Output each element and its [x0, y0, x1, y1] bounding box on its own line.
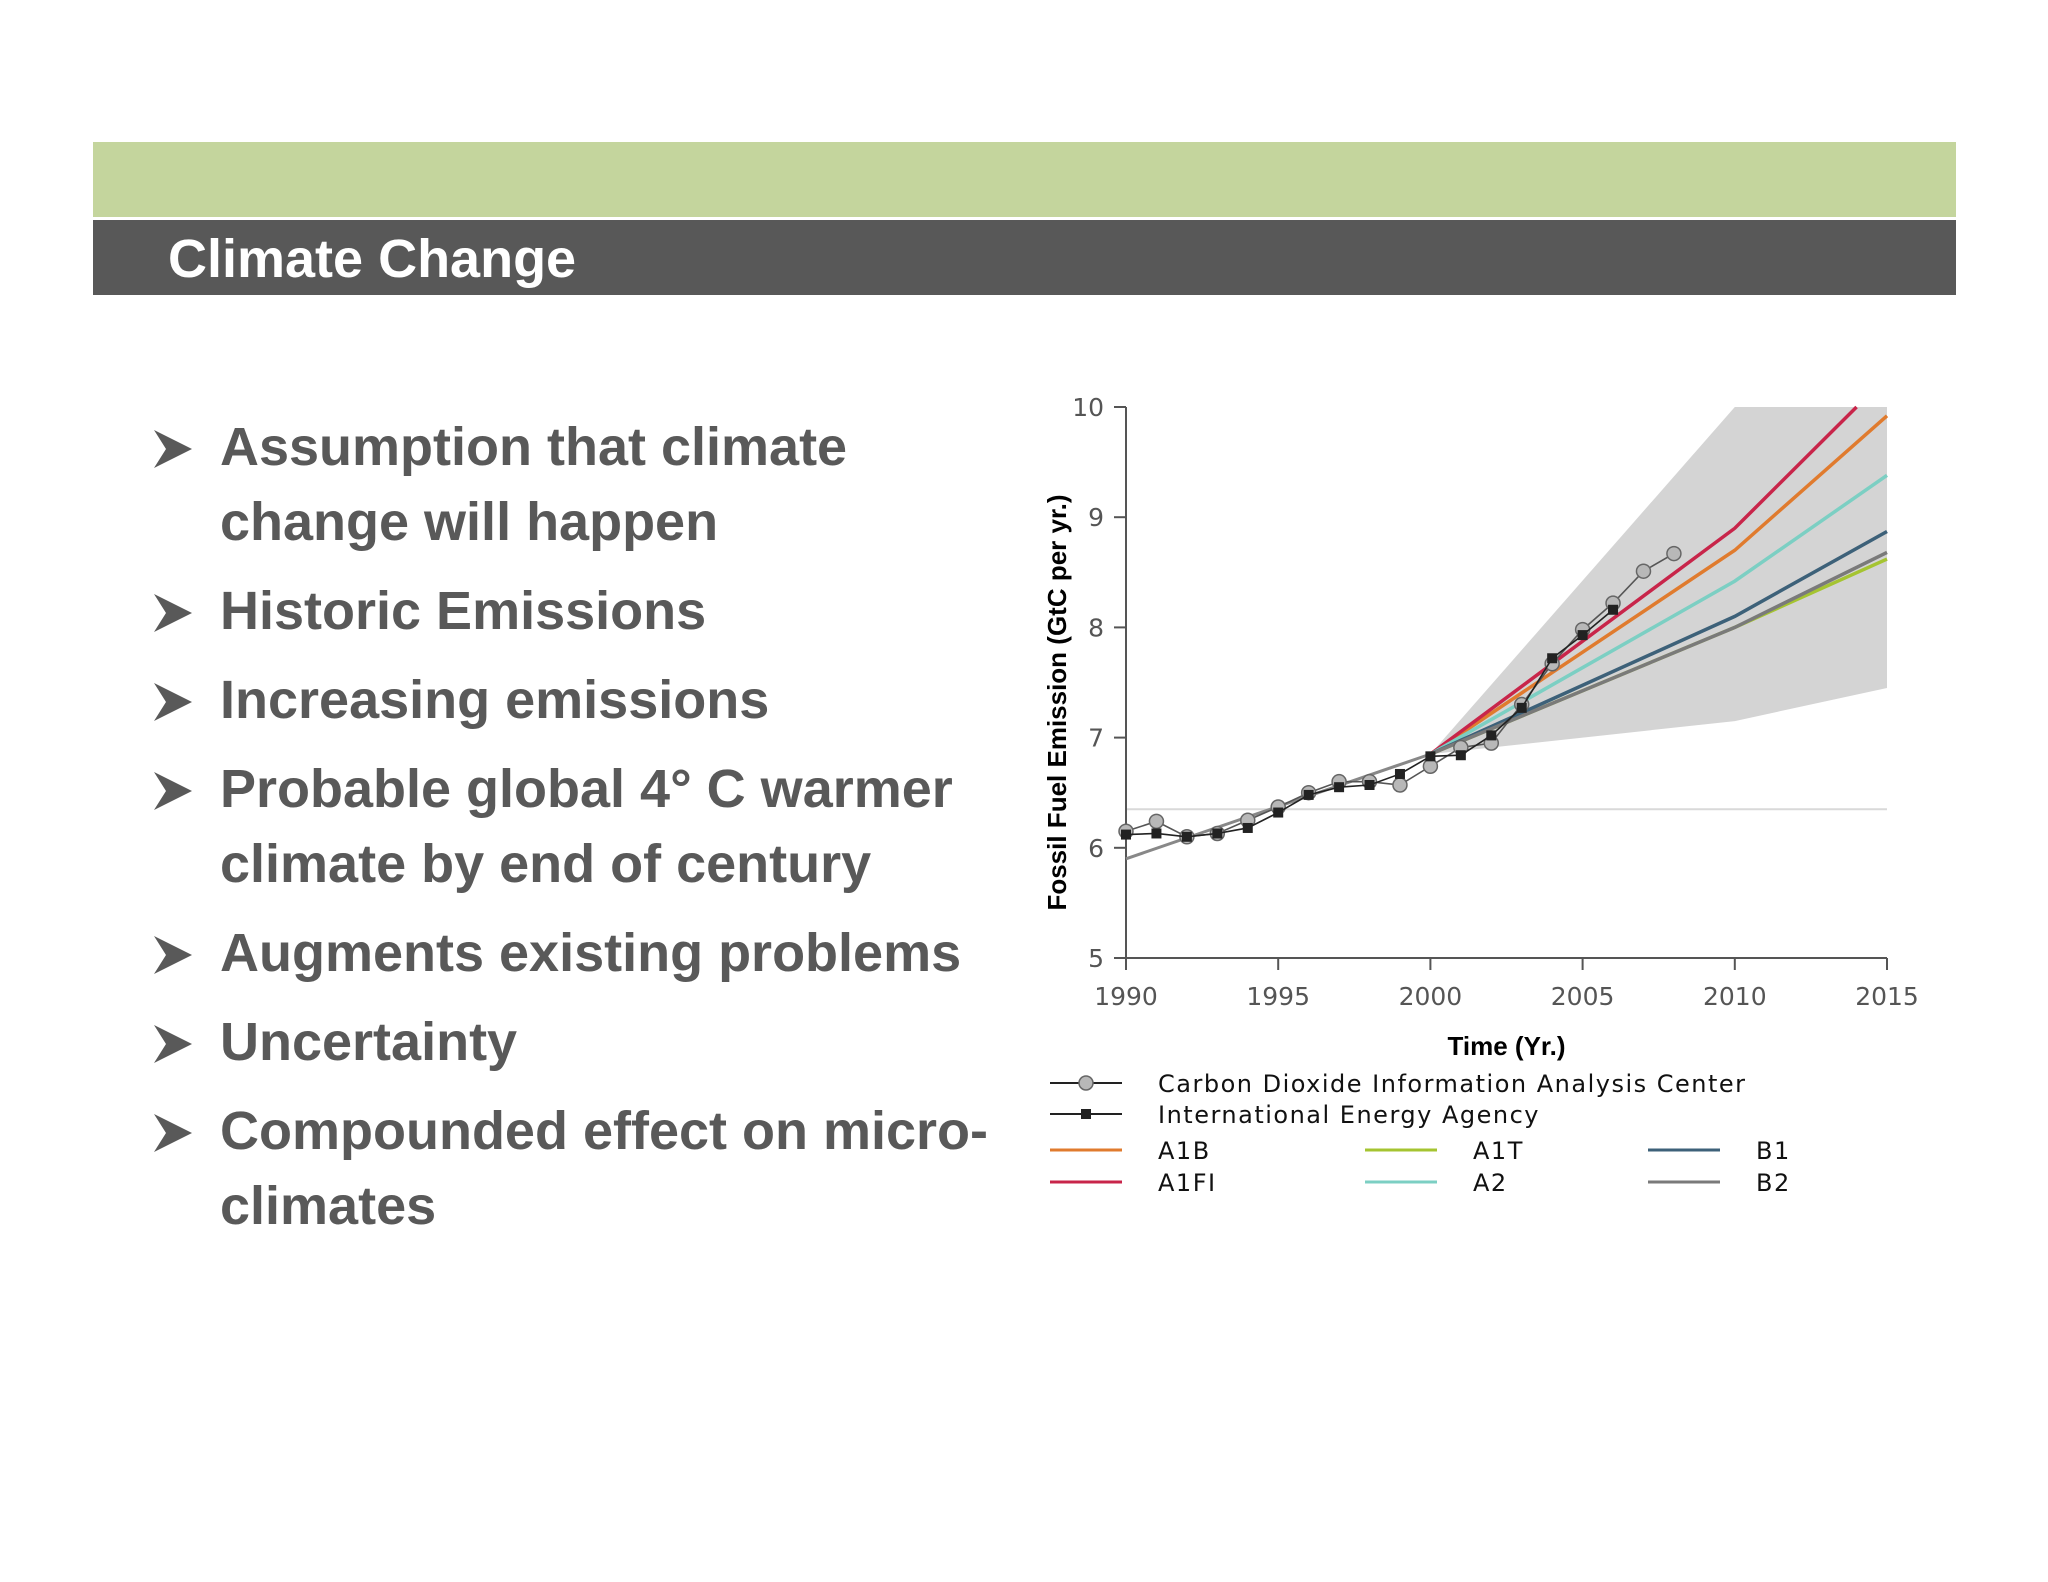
- y-tick-label: 10: [1072, 393, 1104, 422]
- data-point-square: [1151, 828, 1162, 839]
- bullet-item: Uncertainty: [148, 1005, 988, 1080]
- legend-label-a2: A2: [1473, 1169, 1508, 1197]
- series-line-a2: [1429, 473, 1888, 756]
- data-point-square: [1455, 750, 1466, 761]
- data-point-square: [1303, 789, 1314, 800]
- bullet-item: Assumption that climate change will happ…: [148, 410, 988, 560]
- x-tick-label: 2000: [1399, 982, 1463, 1011]
- bullet-item: Augments existing problems: [148, 916, 988, 991]
- data-point-square: [1212, 828, 1223, 839]
- data-point-square: [1547, 653, 1558, 664]
- x-tick-label: 2010: [1703, 982, 1767, 1011]
- y-tick-label: 9: [1088, 503, 1104, 532]
- legend-label-b1: B1: [1756, 1137, 1791, 1165]
- y-tick-label: 8: [1088, 613, 1104, 642]
- legend-label-a1b: A1B: [1158, 1137, 1211, 1165]
- arrow-bullet-icon: [154, 430, 192, 468]
- arrow-bullet-icon: [154, 683, 192, 721]
- data-point-square: [1608, 604, 1619, 615]
- bullet-item: Increasing emissions: [148, 663, 988, 738]
- data-point-square: [1181, 831, 1192, 842]
- data-point-circle: [1148, 813, 1165, 830]
- data-point-circle: [1635, 563, 1652, 579]
- data-point-square: [1334, 782, 1345, 793]
- section-title: Introduction: [1521, 291, 1836, 351]
- bullet-text: Compounded effect on micro-climates: [220, 1101, 988, 1236]
- data-point-square: [1394, 768, 1405, 779]
- bullet-item: Historic Emissions: [148, 574, 988, 649]
- arrow-bullet-icon: [154, 594, 192, 632]
- data-point-circle: [1422, 758, 1439, 775]
- data-point-square: [1425, 751, 1436, 762]
- data-point-square: [1273, 807, 1284, 818]
- bullet-text: Assumption that climate change will happ…: [220, 417, 848, 552]
- bullet-text: Augments existing problems: [220, 923, 962, 983]
- x-axis-label: Time (Yr.): [1447, 1031, 1565, 1061]
- legend-label-b2: B2: [1756, 1169, 1791, 1197]
- bullet-item: Compounded effect on micro-climates: [148, 1094, 988, 1244]
- y-tick-label: 5: [1088, 944, 1104, 973]
- series-line-a1fi: [1429, 405, 1858, 756]
- y-axis-label: Fossil Fuel Emission (GtC per yr.): [1042, 494, 1072, 910]
- y-tick-label: 7: [1088, 724, 1104, 753]
- x-tick-label: 1995: [1246, 982, 1310, 1011]
- legend-marker-circle: [1078, 1075, 1094, 1091]
- legend-label-a1fi: A1FI: [1158, 1169, 1217, 1197]
- bullet-text: Increasing emissions: [220, 670, 770, 730]
- bullet-list: Assumption that climate change will happ…: [148, 410, 988, 1258]
- section-band: Introduction: [93, 142, 1956, 351]
- data-point-circle: [1392, 777, 1408, 793]
- y-tick-label: 6: [1088, 834, 1104, 863]
- x-tick-label: 2015: [1855, 982, 1919, 1011]
- data-point-circle: [1666, 545, 1682, 562]
- arrow-bullet-icon: [154, 936, 192, 974]
- emissions-chart: 5 6 7 8 9 10 1990 1995 2000 2005 2010 2015 Time (Yr.…: [1030, 380, 1930, 1220]
- data-point-square: [1516, 702, 1527, 713]
- arrow-bullet-icon: [154, 1025, 192, 1063]
- legend-label: Carbon Dioxide Information Analysis Cent…: [1158, 1070, 1747, 1098]
- x-tick-label: 2005: [1551, 982, 1615, 1011]
- x-tick-label: 1990: [1094, 982, 1158, 1011]
- series-line-b2: [1429, 550, 1888, 756]
- data-point-square: [1486, 730, 1497, 741]
- bullet-text: Probable global 4° C warmer climate by e…: [220, 759, 953, 894]
- legend-label: International Energy Agency: [1158, 1101, 1540, 1129]
- data-point-square: [1242, 822, 1253, 833]
- bullet-item: Probable global 4° C warmer climate by e…: [148, 752, 988, 902]
- bullet-text: Historic Emissions: [220, 581, 707, 641]
- arrow-bullet-icon: [154, 1114, 192, 1152]
- arrow-bullet-icon: [154, 772, 192, 810]
- bullet-text: Uncertainty: [220, 1012, 518, 1072]
- legend-label-a1t: A1T: [1473, 1137, 1524, 1165]
- emissions-chart-svg: 5 6 7 8 9 10 1990 1995 2000 2005 2010 2015 Time (Yr.…: [1042, 393, 1919, 1197]
- slide-title: Climate Change: [168, 229, 577, 289]
- data-point-square: [1121, 829, 1131, 840]
- data-point-square: [1364, 779, 1375, 790]
- series-line-b1: [1429, 529, 1888, 756]
- series-line-a1b: [1429, 414, 1889, 756]
- data-point-square: [1577, 630, 1588, 641]
- legend-marker-square: [1081, 1109, 1091, 1119]
- title-band: Climate Change: [93, 220, 1956, 295]
